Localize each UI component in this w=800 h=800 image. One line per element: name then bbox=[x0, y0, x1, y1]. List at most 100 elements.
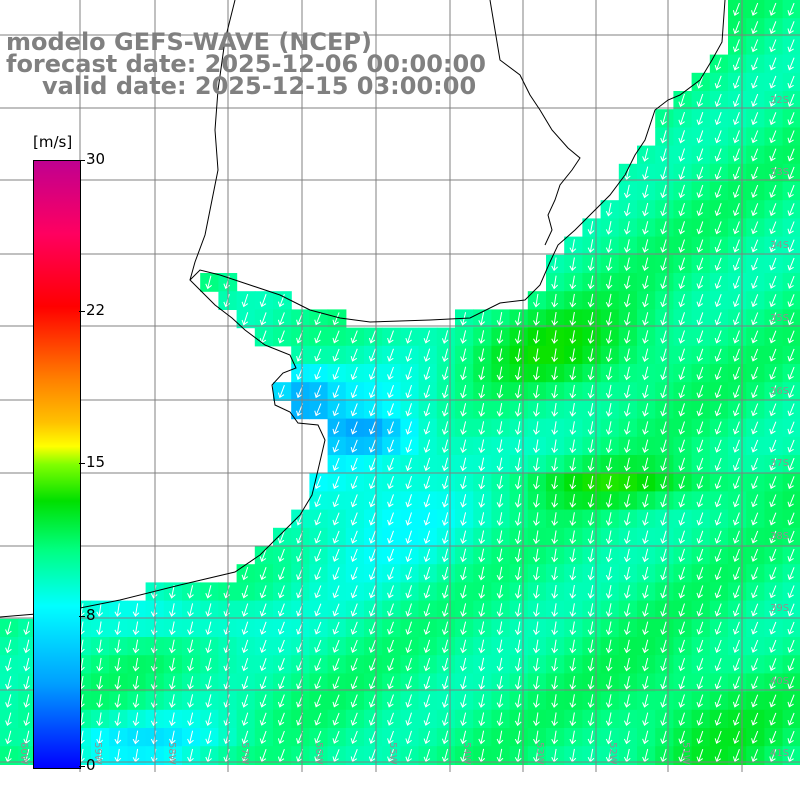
wind-arrow bbox=[387, 712, 394, 726]
wind-arrow bbox=[114, 730, 122, 745]
wind-arrow bbox=[241, 694, 249, 708]
wind-arrow bbox=[714, 567, 722, 581]
longitude-label: 51W bbox=[680, 742, 691, 765]
colorbar-tick-mark bbox=[79, 616, 85, 617]
wind-arrow bbox=[714, 548, 722, 562]
wind-arrow bbox=[478, 457, 486, 472]
wind-arrow bbox=[551, 421, 559, 435]
wind-arrow bbox=[496, 403, 504, 417]
wind-arrow bbox=[368, 548, 376, 562]
wind-arrow bbox=[405, 730, 412, 745]
wind-arrow bbox=[587, 330, 595, 344]
wind-arrow bbox=[350, 548, 358, 562]
wind-arrow bbox=[350, 676, 358, 690]
wind-arrow bbox=[114, 657, 122, 672]
wind-arrow bbox=[605, 621, 613, 636]
wind-arrow bbox=[642, 421, 649, 435]
wind-arrow bbox=[751, 439, 759, 453]
wind-arrow bbox=[751, 366, 759, 380]
wind-arrow bbox=[569, 712, 577, 727]
wind-arrow bbox=[678, 494, 685, 508]
wind-arrow bbox=[533, 585, 540, 599]
wind-arrow bbox=[787, 403, 795, 417]
wind-arrow bbox=[678, 512, 685, 526]
wind-arrow bbox=[368, 730, 376, 744]
wind-arrow bbox=[551, 730, 559, 745]
wind-arrow bbox=[496, 312, 504, 326]
wind-arrow bbox=[623, 348, 631, 363]
wind-arrow bbox=[478, 530, 486, 545]
wind-arrow bbox=[368, 348, 376, 362]
wind-arrow bbox=[423, 603, 431, 617]
wind-arrow bbox=[769, 658, 777, 672]
wind-arrow bbox=[732, 112, 740, 126]
wind-arrow bbox=[642, 312, 649, 326]
wind-arrow bbox=[714, 312, 722, 326]
wind-arrow bbox=[405, 621, 412, 635]
wind-arrow bbox=[714, 239, 722, 253]
wind-arrow bbox=[314, 348, 322, 362]
wind-arrow bbox=[714, 366, 722, 380]
wind-arrow bbox=[332, 330, 340, 344]
wind-arrow bbox=[696, 639, 704, 653]
wind-arrow bbox=[514, 494, 522, 508]
wind-arrow bbox=[660, 330, 667, 344]
wind-arrow bbox=[205, 694, 212, 708]
wind-arrow bbox=[769, 621, 777, 635]
wind-arrow bbox=[660, 712, 667, 726]
wind-arrow bbox=[423, 494, 431, 508]
latitude-label: 32S bbox=[770, 95, 789, 106]
longitude-label: 58W bbox=[166, 742, 177, 765]
wind-arrow bbox=[314, 730, 322, 744]
wind-arrow bbox=[441, 384, 449, 399]
wind-arrow bbox=[169, 730, 176, 745]
wind-arrow bbox=[714, 730, 722, 744]
wind-arrow bbox=[423, 457, 431, 472]
wind-arrow bbox=[714, 57, 722, 71]
wind-arrow bbox=[587, 239, 595, 253]
wind-arrow bbox=[405, 548, 412, 563]
wind-arrow bbox=[569, 312, 577, 326]
wind-arrow bbox=[714, 93, 722, 107]
wind-arrow bbox=[5, 657, 12, 672]
wind-arrow bbox=[5, 730, 12, 745]
wind-arrow bbox=[460, 621, 467, 636]
wind-arrow bbox=[787, 421, 795, 435]
wind-arrow bbox=[478, 585, 486, 599]
wind-arrow bbox=[277, 585, 285, 599]
wind-arrow bbox=[751, 130, 759, 144]
wind-arrow bbox=[259, 603, 267, 617]
wind-arrow bbox=[751, 548, 759, 562]
wind-arrow bbox=[696, 512, 704, 526]
wind-arrow bbox=[533, 312, 540, 326]
wind-arrow bbox=[350, 348, 358, 362]
wind-arrow bbox=[533, 621, 540, 636]
wind-arrow bbox=[259, 585, 267, 599]
wind-arrow bbox=[642, 494, 649, 508]
wind-arrow bbox=[314, 694, 322, 708]
model-title: modelo GEFS-WAVE (NCEP) bbox=[6, 28, 372, 56]
wind-arrow bbox=[696, 75, 704, 89]
wind-arrow bbox=[387, 676, 394, 690]
wind-arrow bbox=[423, 566, 431, 581]
wind-arrow bbox=[587, 639, 595, 654]
wind-arrow bbox=[732, 166, 740, 180]
wind-arrow bbox=[332, 749, 340, 763]
wind-arrow bbox=[732, 567, 740, 581]
wind-arrow bbox=[678, 730, 685, 745]
wind-arrow bbox=[696, 239, 704, 253]
wind-arrow bbox=[714, 676, 722, 690]
wind-arrow bbox=[732, 457, 740, 471]
wind-arrow bbox=[332, 603, 340, 617]
wind-arrow bbox=[350, 749, 358, 763]
wind-arrow bbox=[332, 730, 340, 744]
wind-arrow bbox=[678, 184, 685, 199]
wind-arrow bbox=[787, 75, 795, 89]
wind-arrow bbox=[787, 221, 795, 235]
wind-arrow bbox=[769, 148, 777, 162]
wind-arrow bbox=[277, 530, 285, 544]
wind-arrow bbox=[405, 566, 412, 581]
wind-arrow bbox=[332, 658, 340, 672]
wind-arrow bbox=[551, 621, 559, 636]
longitude-label: 53W bbox=[534, 742, 545, 765]
